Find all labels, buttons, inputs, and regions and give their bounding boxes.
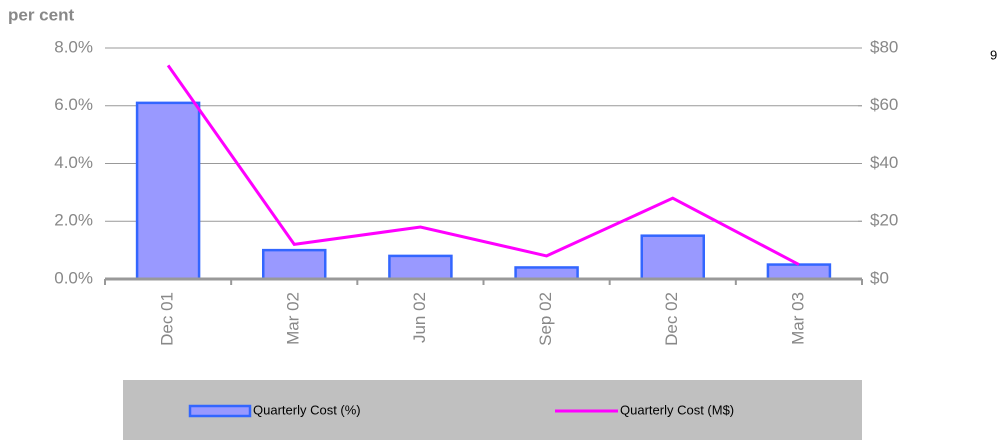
legend-swatch-bar — [188, 404, 252, 418]
bar — [388, 254, 453, 281]
y-tick-label: 2.0% — [54, 211, 93, 230]
x-tick-label: Dec 01 — [158, 292, 177, 346]
x-tick-label: Mar 03 — [788, 292, 807, 345]
bar — [766, 263, 832, 281]
y2-tick-label: $60 — [870, 95, 898, 114]
line — [166, 64, 800, 266]
y2-tick-label: $40 — [870, 153, 898, 172]
x-tick-label: Jun 02 — [410, 292, 429, 343]
y-tick-label: 6.0% — [54, 95, 93, 114]
bar — [135, 101, 201, 281]
bar — [262, 248, 327, 281]
y-tick-label: 8.0% — [54, 37, 93, 56]
y2-tick-label: $0 — [870, 268, 889, 287]
bar — [514, 266, 579, 281]
x-tick-label: Mar 02 — [284, 292, 303, 345]
bar — [640, 234, 705, 281]
y-tick-label: 0.0% — [54, 268, 93, 287]
x-tick-label: Sep 02 — [536, 292, 555, 346]
y2-tick-label: $20 — [870, 211, 898, 230]
legend-label: Quarterly Cost (%) — [253, 402, 361, 417]
legend-label: Quarterly Cost (M$) — [620, 402, 734, 417]
y-tick-label: 4.0% — [54, 153, 93, 172]
y2-tick-label: $80 — [870, 37, 898, 56]
y-axis-label: per cent — [8, 5, 74, 24]
x-tick-label: Dec 02 — [662, 292, 681, 346]
page-number: 9 — [990, 47, 997, 62]
